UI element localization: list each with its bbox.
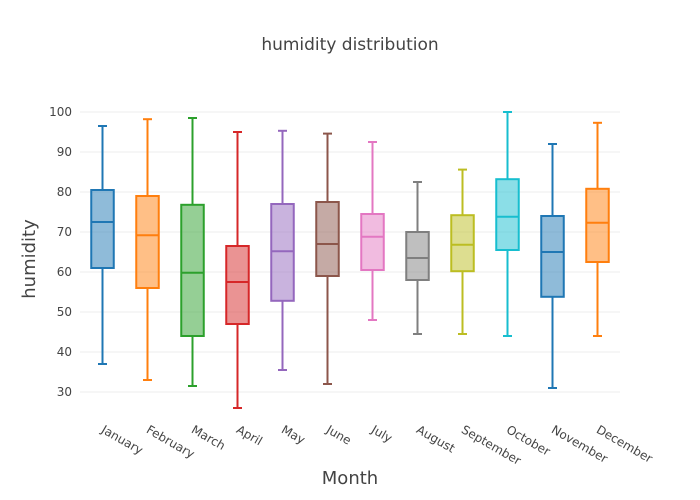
box-june bbox=[315, 132, 340, 385]
y-axis-title: humidity bbox=[19, 219, 40, 299]
iqr-box-october bbox=[495, 178, 520, 251]
iqr-box-august bbox=[405, 231, 430, 281]
box-may bbox=[270, 129, 295, 371]
box-april bbox=[225, 131, 250, 409]
iqr-box-december bbox=[585, 187, 610, 263]
y-tick-label-80: 80 bbox=[57, 185, 72, 199]
box-july bbox=[360, 141, 385, 321]
x-tick-label-june: June bbox=[323, 422, 354, 448]
box-october bbox=[495, 111, 520, 337]
iqr-box-february bbox=[135, 195, 160, 289]
iqr-box-july bbox=[360, 213, 385, 271]
box-december bbox=[585, 121, 610, 337]
x-tick-label-january: January bbox=[98, 422, 145, 457]
iqr-box-may bbox=[270, 203, 295, 302]
iqr-box-march bbox=[180, 203, 205, 337]
box-january bbox=[90, 125, 115, 365]
x-axis-title: Month bbox=[322, 468, 378, 489]
x-tick-label-may: May bbox=[279, 422, 307, 447]
box-march bbox=[180, 117, 205, 387]
y-tick-label-50: 50 bbox=[57, 305, 72, 319]
iqr-box-january bbox=[90, 189, 115, 269]
y-tick-label-100: 100 bbox=[49, 105, 72, 119]
box-plots bbox=[90, 111, 610, 409]
x-tick-label-february: February bbox=[144, 422, 197, 461]
box-february bbox=[135, 118, 160, 381]
gridlines bbox=[80, 111, 620, 393]
y-tick-label-90: 90 bbox=[57, 145, 72, 159]
y-axis-ticks: 30 40 50 60 70 80 90 100 bbox=[49, 105, 72, 399]
x-tick-label-april: April bbox=[234, 422, 265, 448]
box-november bbox=[540, 143, 565, 389]
iqr-box-june bbox=[315, 201, 340, 277]
y-tick-label-70: 70 bbox=[57, 225, 72, 239]
iqr-box-november bbox=[540, 215, 565, 298]
box-august bbox=[405, 181, 430, 335]
x-tick-label-july: July bbox=[368, 422, 395, 445]
iqr-box-april bbox=[225, 245, 250, 325]
y-tick-label-60: 60 bbox=[57, 265, 72, 279]
y-tick-label-30: 30 bbox=[57, 385, 72, 399]
iqr-box-september bbox=[450, 214, 475, 273]
y-tick-label-40: 40 bbox=[57, 345, 72, 359]
chart-title: humidity distribution bbox=[261, 35, 438, 55]
box-september bbox=[450, 168, 475, 335]
x-tick-label-august: August bbox=[414, 422, 458, 455]
